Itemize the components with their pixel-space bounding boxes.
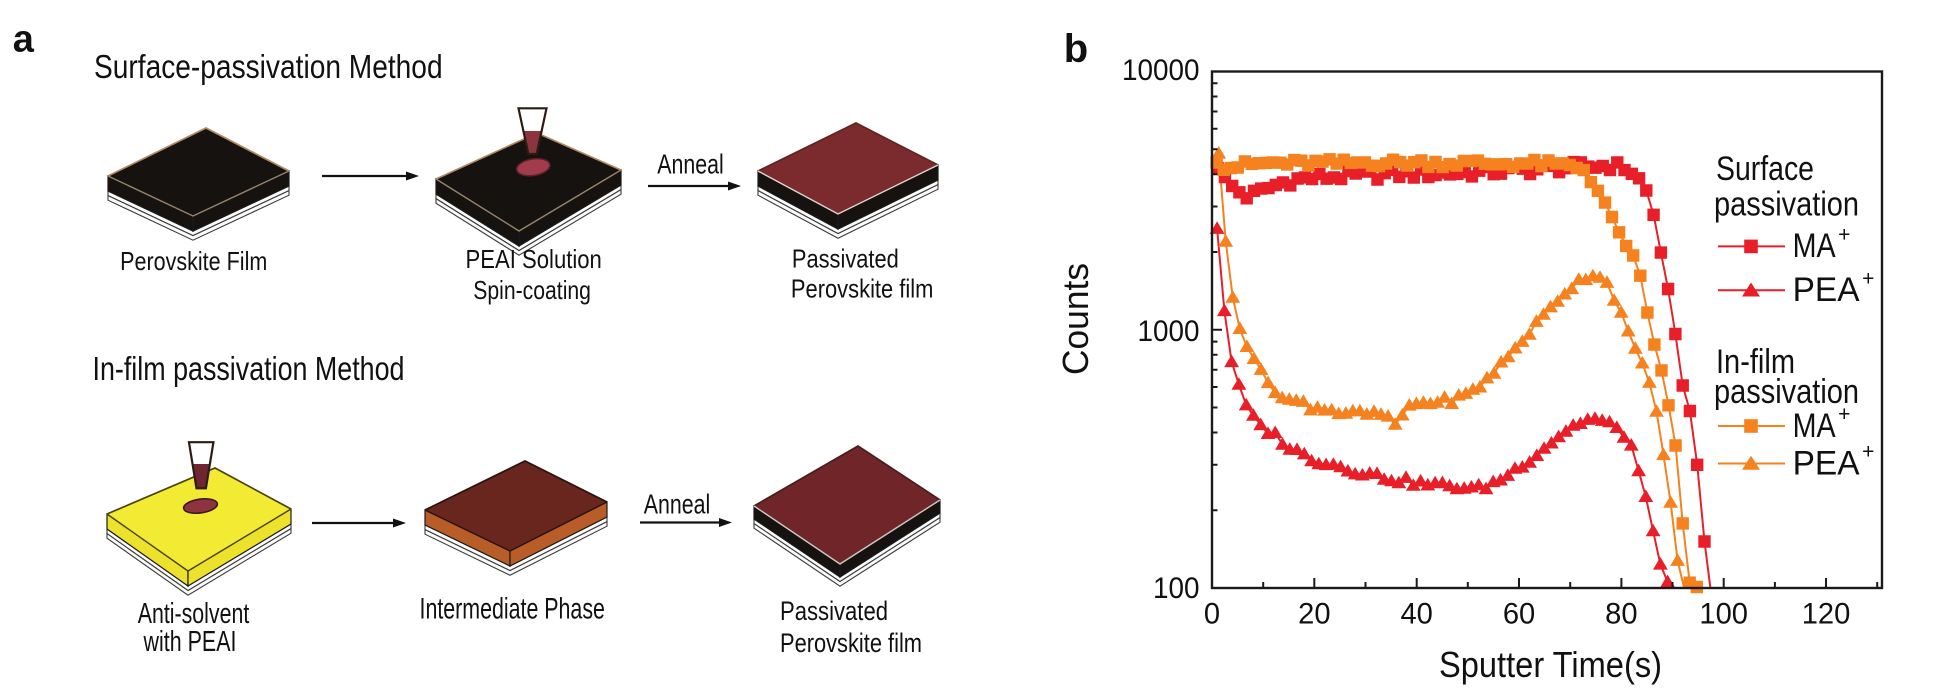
svg-text:with PEAI: with PEAI <box>143 626 237 658</box>
svg-text:In-film passivation Method: In-film passivation Method <box>93 350 405 387</box>
svg-text:Sputter Time(s): Sputter Time(s) <box>1439 644 1662 685</box>
svg-text:Passivated: Passivated <box>780 596 888 626</box>
svg-text:MA: MA <box>1793 227 1836 265</box>
svg-text:passivation: passivation <box>1714 373 1859 411</box>
svg-text:+: + <box>1838 223 1850 246</box>
svg-text:+: + <box>1838 403 1850 426</box>
svg-text:Anti-solvent: Anti-solvent <box>138 598 250 630</box>
svg-text:0: 0 <box>1204 598 1220 631</box>
svg-text:Perovskite film: Perovskite film <box>780 628 922 658</box>
svg-text:120: 120 <box>1802 598 1851 631</box>
svg-text:Anneal: Anneal <box>644 489 711 520</box>
svg-text:Perovskite film: Perovskite film <box>791 274 934 304</box>
svg-text:10000: 10000 <box>1122 54 1200 87</box>
svg-text:100: 100 <box>1699 598 1748 631</box>
svg-text:Perovskite Film: Perovskite Film <box>120 246 267 276</box>
svg-text:20: 20 <box>1298 598 1330 631</box>
svg-text:Spin-coating: Spin-coating <box>473 275 591 305</box>
svg-text:60: 60 <box>1503 598 1535 631</box>
svg-text:80: 80 <box>1605 598 1637 631</box>
svg-text:Counts: Counts <box>1055 263 1096 375</box>
svg-text:+: + <box>1862 441 1874 464</box>
svg-text:a: a <box>13 19 35 61</box>
svg-text:100: 100 <box>1153 572 1200 605</box>
svg-text:40: 40 <box>1400 598 1432 631</box>
svg-text:MA: MA <box>1793 407 1836 445</box>
svg-text:1000: 1000 <box>1138 315 1200 348</box>
svg-text:PEA: PEA <box>1793 444 1860 482</box>
svg-text:Surface: Surface <box>1716 150 1814 188</box>
svg-text:passivation: passivation <box>1714 186 1859 224</box>
svg-text:Passivated: Passivated <box>792 244 899 274</box>
svg-text:Intermediate Phase: Intermediate Phase <box>420 593 605 626</box>
svg-text:b: b <box>1064 27 1088 71</box>
svg-text:Surface-passivation Method: Surface-passivation Method <box>94 48 443 85</box>
svg-text:In-film: In-film <box>1716 343 1795 381</box>
svg-text:PEAI Solution: PEAI Solution <box>466 244 602 274</box>
svg-text:PEA: PEA <box>1793 271 1860 309</box>
svg-text:Anneal: Anneal <box>657 148 724 179</box>
svg-text:+: + <box>1862 267 1874 290</box>
